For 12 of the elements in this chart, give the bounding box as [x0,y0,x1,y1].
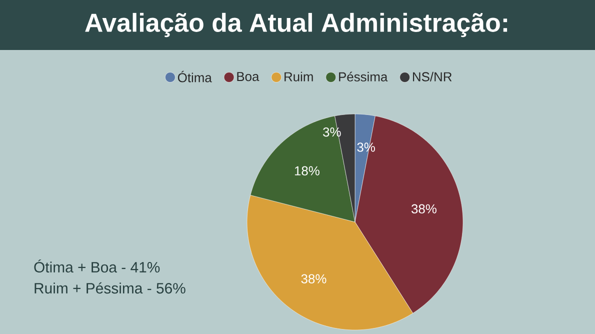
data-label: 18% [294,166,320,176]
legend-label: Ótima [178,70,212,82]
data-label: 38% [301,274,326,284]
legend-label: NS/NR [413,72,452,82]
legend-label: Péssima [339,72,388,82]
text: Ótima + Boa - 41% [34,259,160,273]
text: Ruim + Péssima - 56% [34,282,186,294]
data-label: 38% [412,204,436,214]
legend-label: Ruim [284,72,313,82]
data-label: 3% [323,127,341,137]
chart-title: Avaliação da Atual Administração: [85,12,508,38]
legend-label: Boa [237,72,260,82]
